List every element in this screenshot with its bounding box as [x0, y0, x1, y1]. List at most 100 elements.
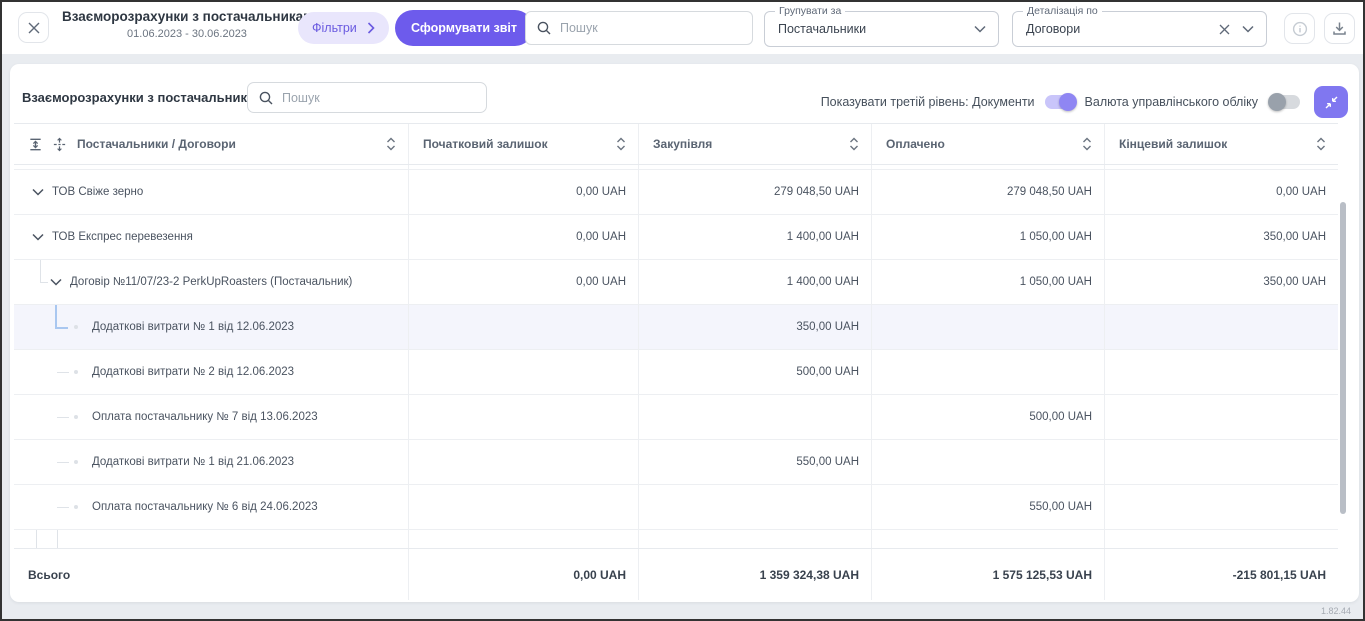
cell-paid: 279 048,50 UAH: [872, 170, 1105, 214]
chevron-down-icon[interactable]: [1242, 12, 1254, 46]
totals-closing: -215 801,15 UAH: [1232, 567, 1326, 582]
cell-name: Додаткові витрати № 2 від 12.06.2023: [14, 350, 409, 394]
header-purchase: Закупівля: [639, 124, 872, 164]
chevron-down-icon[interactable]: [974, 12, 986, 46]
top-search[interactable]: [525, 11, 753, 45]
table-search[interactable]: [247, 82, 487, 113]
group-by-select[interactable]: Групувати за Постачальники: [764, 5, 999, 47]
currency-toggle[interactable]: [1268, 93, 1300, 111]
table-row[interactable]: Додаткові витрати № 2 від 12.06.2023 500…: [14, 350, 1338, 395]
cell-closing: 0,00 UAH: [1276, 186, 1326, 198]
document-bullet-icon: [74, 505, 78, 509]
header-closing-balance: Кінцевий залишок: [1105, 124, 1338, 164]
cell-paid: 550,00 UAH: [872, 485, 1105, 529]
table-row[interactable]: Оплата постачальнику № 7 від 13.06.2023 …: [14, 395, 1338, 440]
report-title: Взаєморозрахунки з постачальниками: [62, 9, 322, 24]
sort-icon[interactable]: [847, 136, 861, 152]
generate-report-button[interactable]: Сформувати звіт: [395, 10, 534, 46]
sort-icon[interactable]: [1080, 136, 1094, 152]
expand-chevron-icon[interactable]: [50, 278, 62, 286]
cell-purchase: 1 400,00 UAH: [639, 215, 872, 259]
close-button[interactable]: [18, 12, 49, 43]
partial-row: [14, 530, 1338, 548]
info-button[interactable]: [1284, 13, 1315, 44]
card-title: Взаєморозрахунки з постачальниками: [22, 90, 272, 105]
cell-opening: 0,00 UAH: [409, 215, 639, 259]
collapse-panel-button[interactable]: [1314, 86, 1348, 118]
collapse-all-rows-icon[interactable]: [28, 137, 43, 152]
detail-by-select[interactable]: Деталізація по Договори: [1012, 5, 1267, 47]
table-row[interactable]: Додаткові витрати № 1 від 12.06.2023 350…: [14, 305, 1338, 350]
tree-connector: [57, 417, 69, 418]
table-search-input[interactable]: [282, 90, 476, 105]
clear-icon[interactable]: [1219, 12, 1230, 46]
header-paid: Оплачено: [872, 124, 1105, 164]
filters-button[interactable]: Фільтри: [298, 12, 389, 44]
table-row[interactable]: ТОВ Свіже зерно 0,00 UAH 279 048,50 UAH …: [14, 170, 1338, 215]
cell-opening: [409, 440, 639, 484]
detail-by-label: Деталізація по: [1023, 5, 1102, 17]
row-label: Оплата постачальнику № 6 від 24.06.2023: [92, 501, 318, 513]
cell-opening: [409, 485, 639, 529]
date-range: 01.06.2023 - 30.06.2023: [127, 28, 247, 40]
report-title-block[interactable]: Взаєморозрахунки з постачальниками⌄ 01.0…: [62, 9, 335, 40]
table-row[interactable]: Оплата постачальнику № 6 від 24.06.2023 …: [14, 485, 1338, 530]
table-row[interactable]: ТОВ Експрес перевезення 0,00 UAH 1 400,0…: [14, 215, 1338, 260]
view-toggles: Показувати третій рівень: Документи Валю…: [821, 86, 1348, 118]
cell-name: ТОВ Експрес перевезення: [14, 215, 409, 259]
third-level-toggle[interactable]: [1044, 93, 1077, 111]
column-label: Початковий залишок: [423, 137, 548, 151]
tree-connector-active: [55, 305, 57, 327]
sort-icon[interactable]: [1314, 136, 1328, 152]
cell-closing: [1105, 305, 1338, 349]
totals-label: Всього: [14, 549, 409, 600]
cell-purchase: [639, 395, 872, 439]
info-icon: [1292, 21, 1308, 37]
cell-paid: 1 050,00 UAH: [872, 215, 1105, 259]
sort-icon[interactable]: [614, 136, 628, 152]
expand-chevron-icon[interactable]: [32, 233, 44, 241]
cell-name: Договір №11/07/23-2 PerkUpRoasters (Пост…: [14, 260, 409, 304]
top-search-input[interactable]: [560, 21, 742, 35]
detail-by-value: Договори: [1026, 22, 1081, 36]
totals-opening: 0,00 UAH: [409, 549, 639, 600]
column-label: Закупівля: [653, 137, 713, 151]
tree-connector: [57, 372, 69, 373]
cell-paid: [872, 350, 1105, 394]
cell-purchase: 550,00 UAH: [639, 440, 872, 484]
expand-chevron-icon[interactable]: [32, 188, 44, 196]
currency-toggle-label: Валюта управлінського обліку: [1084, 95, 1258, 109]
cell-opening: [409, 350, 639, 394]
cell-paid: [872, 305, 1105, 349]
search-icon: [258, 90, 274, 106]
row-label: ТОВ Експрес перевезення: [52, 231, 193, 243]
download-icon: [1332, 21, 1347, 36]
table-row[interactable]: Договір №11/07/23-2 PerkUpRoasters (Пост…: [14, 260, 1338, 305]
cell-opening: 0,00 UAH: [409, 170, 639, 214]
sort-icon[interactable]: [384, 136, 398, 152]
cell-paid: [872, 440, 1105, 484]
top-bar: Взаєморозрахунки з постачальниками⌄ 01.0…: [2, 2, 1363, 54]
cell-paid: 1 050,00 UAH: [872, 260, 1105, 304]
group-by-label: Групувати за: [775, 5, 846, 17]
tree-connector: [57, 507, 69, 508]
row-label: Договір №11/07/23-2 PerkUpRoasters (Пост…: [70, 276, 353, 288]
cell-purchase: 350,00 UAH: [639, 305, 872, 349]
cell-name: Оплата постачальнику № 7 від 13.06.2023: [14, 395, 409, 439]
download-button[interactable]: [1324, 13, 1355, 44]
column-label: Оплачено: [886, 137, 945, 151]
totals-paid: 1 575 125,53 UAH: [872, 549, 1105, 600]
vertical-scrollbar[interactable]: [1340, 202, 1346, 514]
cell-purchase: 1 400,00 UAH: [639, 260, 872, 304]
cell-name: Оплата постачальнику № 6 від 24.06.2023: [14, 485, 409, 529]
table-row[interactable]: Додаткові витрати № 1 від 21.06.2023 550…: [14, 440, 1338, 485]
partial-row: [14, 165, 1338, 170]
cell-paid: 500,00 UAH: [872, 395, 1105, 439]
third-level-toggle-label: Показувати третій рівень: Документи: [820, 95, 1035, 109]
totals-purchase: 1 359 324,38 UAH: [639, 549, 872, 600]
tree-connector-active: [55, 327, 68, 329]
toggle-knob: [1058, 93, 1077, 111]
search-icon: [536, 20, 552, 36]
app-version: 1.82.44: [1320, 606, 1351, 616]
expand-all-rows-icon[interactable]: [52, 137, 67, 152]
